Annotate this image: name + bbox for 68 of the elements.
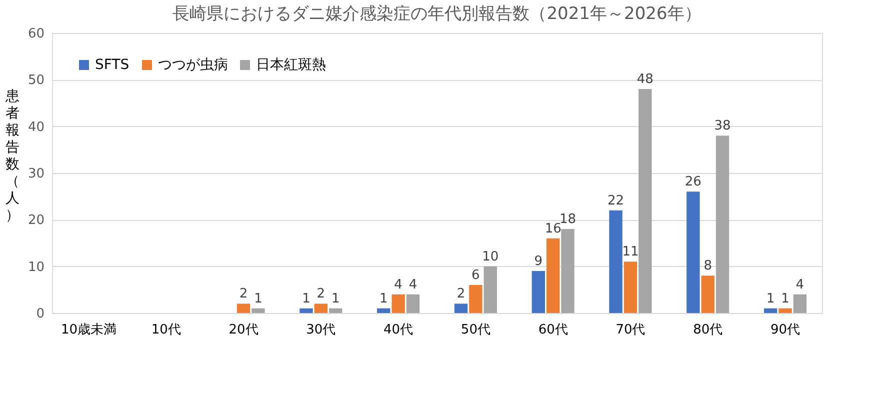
data-label: 4 — [394, 277, 402, 292]
bar — [701, 276, 714, 313]
chart-title: 長崎県におけるダニ媒介感染症の年代別報告数（2021年～2026年） — [172, 4, 702, 24]
x-tick-label: 10代 — [151, 322, 181, 338]
data-label: 4 — [796, 277, 804, 292]
data-label: 8 — [704, 258, 712, 274]
bar — [778, 308, 792, 313]
x-tick-label: 20代 — [228, 322, 258, 338]
legend-label: SFTS — [95, 57, 130, 73]
data-label: 22 — [608, 193, 624, 208]
bar — [546, 238, 560, 313]
data-label: 18 — [559, 212, 576, 227]
bar — [609, 210, 622, 313]
data-label: 38 — [714, 118, 731, 134]
bar — [793, 294, 807, 313]
data-label: 1 — [254, 291, 262, 306]
data-label: 2 — [456, 286, 466, 302]
bar — [484, 266, 497, 313]
y-tick-label: 10 — [28, 260, 44, 275]
bar — [764, 308, 778, 313]
y-tick-label: 0 — [36, 306, 44, 322]
bar — [328, 308, 342, 313]
data-label: 1 — [781, 291, 790, 306]
data-label: 26 — [684, 174, 702, 190]
bar — [392, 294, 405, 313]
data-label: 2 — [239, 286, 248, 302]
x-tick-label: 70代 — [616, 322, 646, 338]
data-label: 1 — [302, 291, 310, 306]
bar — [300, 308, 313, 313]
data-label: 4 — [408, 277, 418, 292]
x-tick-label: 10歳未満 — [60, 322, 117, 338]
data-label: 48 — [636, 72, 654, 87]
bar — [469, 285, 482, 313]
bar — [377, 308, 390, 313]
y-tick-label: 60 — [28, 26, 44, 42]
bar — [561, 229, 574, 313]
bar — [252, 308, 265, 313]
y-tick-label: 50 — [28, 73, 44, 88]
y-tick-label: 40 — [28, 120, 44, 135]
legend-label: 日本紅斑熱 — [256, 57, 326, 73]
data-label: 1 — [331, 291, 340, 306]
bar — [638, 89, 652, 313]
legend-label: つつが虫病 — [158, 57, 228, 73]
bar — [686, 192, 700, 313]
bar — [624, 262, 638, 313]
bar — [532, 271, 546, 313]
x-tick-label: 30代 — [306, 322, 336, 338]
bar — [454, 304, 468, 313]
y-tick-label: 20 — [28, 213, 44, 228]
bar — [406, 294, 420, 313]
bar — [236, 304, 250, 313]
data-label: 10 — [482, 249, 499, 264]
data-label: 2 — [316, 286, 326, 302]
y-tick-label: 30 — [28, 166, 44, 182]
bar — [716, 136, 730, 313]
bar — [314, 304, 328, 313]
data-label: 11 — [622, 244, 639, 260]
y-axis-title: 患者報告数（人） — [4, 88, 20, 224]
data-label: 6 — [472, 268, 480, 283]
data-label: 16 — [544, 221, 562, 236]
data-label: 1 — [766, 291, 775, 306]
x-tick-label: 50代 — [460, 322, 490, 338]
data-label: 1 — [379, 291, 388, 306]
data-label: 9 — [534, 254, 543, 269]
x-tick-label: 60代 — [538, 322, 568, 338]
x-tick-label: 80代 — [693, 322, 723, 338]
x-tick-label: 40代 — [384, 322, 414, 338]
x-tick-label: 90代 — [770, 322, 800, 338]
